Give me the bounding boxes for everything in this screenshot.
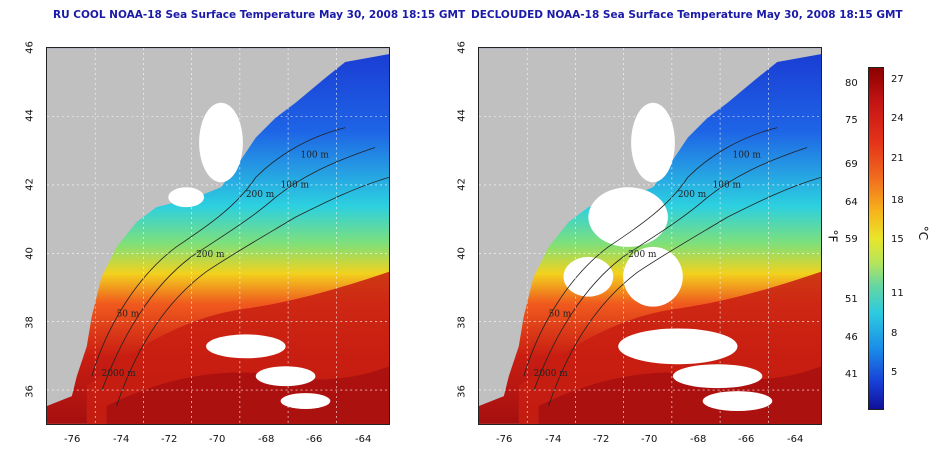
c-tick: 15 (891, 234, 904, 245)
contour-label: 100 m (713, 180, 742, 190)
contour-label: 50 m (549, 310, 572, 320)
x-tick: -74 (113, 434, 130, 445)
contour-label: 2000 m (102, 369, 137, 379)
bathymetry-contour (116, 176, 389, 407)
cloud-mask (280, 393, 331, 409)
f-tick: 75 (845, 115, 858, 126)
bathymetry-contour (91, 127, 346, 377)
y-tick: 42 (456, 178, 468, 191)
bathymetry-contour (533, 147, 808, 392)
x-tick: -66 (306, 434, 323, 445)
cloud-mask (588, 187, 668, 247)
y-tick: 38 (24, 316, 36, 329)
left-sst-map: 100 m 100 m 200 m 200 m 2000 m 50 m (46, 47, 390, 425)
left-panel-title: RU COOL NOAA-18 Sea Surface Temperature … (53, 9, 466, 21)
cloud-mask (168, 187, 205, 208)
c-tick: 24 (891, 113, 904, 124)
contour-label: 100 m (281, 180, 310, 190)
contour-label: 200 m (196, 250, 225, 260)
left-map-panel: 100 m 100 m 200 m 200 m 2000 m 50 m (46, 47, 390, 425)
x-tick: -76 (496, 434, 513, 445)
land-mass (47, 48, 389, 407)
c-tick: 21 (891, 153, 904, 164)
right-panel-title: DECLOUDED NOAA-18 Sea Surface Temperatur… (471, 9, 903, 21)
y-tick: 40 (24, 247, 36, 260)
y-tick: 36 (456, 385, 468, 398)
f-tick: 41 (845, 369, 858, 380)
cloud-mask (618, 328, 738, 365)
c-tick: 18 (891, 195, 904, 206)
y-tick: 44 (456, 109, 468, 122)
c-tick: 11 (891, 288, 904, 299)
y-tick: 38 (456, 316, 468, 329)
cloud-mask (672, 364, 763, 389)
y-tick: 46 (456, 41, 468, 54)
cloud-mask (631, 102, 675, 183)
right-map-panel: 100 m 100 m 200 m 200 m 2000 m 50 m (478, 47, 822, 425)
x-tick: -68 (690, 434, 707, 445)
f-tick: 46 (845, 332, 858, 343)
contour-label: 2000 m (534, 369, 569, 379)
bathymetry-contour (523, 127, 778, 377)
land-mass (479, 48, 821, 407)
y-tick: 42 (24, 178, 36, 191)
x-tick: -74 (545, 434, 562, 445)
cloud-mask (206, 334, 286, 359)
c-tick: 8 (891, 328, 898, 339)
y-tick: 46 (24, 41, 36, 54)
x-tick: -72 (593, 434, 610, 445)
x-tick: -70 (641, 434, 658, 445)
contour-label: 100 m (301, 150, 330, 160)
x-tick: -68 (258, 434, 275, 445)
contour-label: 200 m (628, 250, 657, 260)
y-tick: 40 (456, 247, 468, 260)
right-sst-map: 100 m 100 m 200 m 200 m 2000 m 50 m (478, 47, 822, 425)
x-tick: -76 (64, 434, 81, 445)
contour-label: 200 m (246, 190, 275, 200)
bathymetry-contour (101, 147, 376, 392)
c-tick: 27 (891, 74, 904, 85)
f-tick: 80 (845, 78, 858, 89)
x-tick: -70 (209, 434, 226, 445)
f-tick: 64 (845, 197, 858, 208)
fahrenheit-unit-label: °F (825, 229, 840, 243)
cloud-mask (255, 366, 316, 387)
celsius-unit-label: °C (916, 225, 931, 241)
x-tick: -72 (161, 434, 178, 445)
temperature-colorbar (868, 67, 884, 410)
bathymetry-contour (548, 176, 821, 407)
cloud-mask (563, 256, 614, 297)
c-tick: 5 (891, 367, 898, 378)
cloud-mask (702, 391, 773, 411)
cloud-mask (199, 102, 243, 183)
x-tick: -64 (355, 434, 372, 445)
x-tick: -66 (738, 434, 755, 445)
contour-label: 100 m (733, 150, 762, 160)
x-tick: -64 (787, 434, 804, 445)
cloud-mask (623, 246, 683, 307)
contour-label: 50 m (117, 310, 140, 320)
contour-label: 200 m (678, 190, 707, 200)
y-tick: 36 (24, 385, 36, 398)
y-tick: 44 (24, 109, 36, 122)
f-tick: 59 (845, 234, 858, 245)
f-tick: 51 (845, 294, 858, 305)
f-tick: 69 (845, 159, 858, 170)
